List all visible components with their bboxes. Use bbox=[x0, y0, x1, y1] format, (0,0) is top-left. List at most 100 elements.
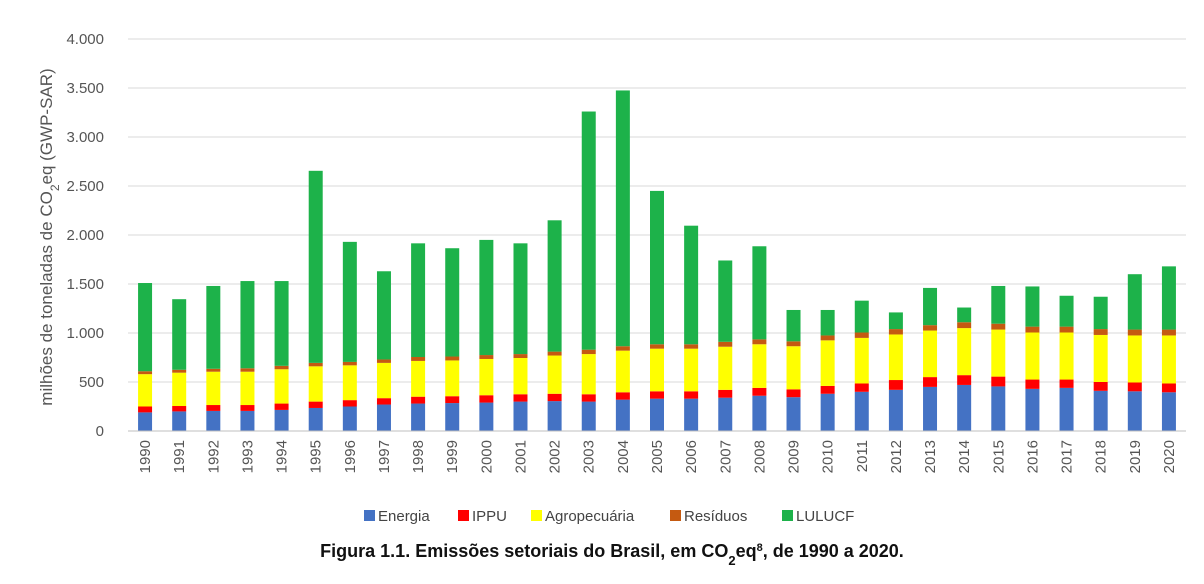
bar-ippu bbox=[923, 377, 938, 387]
y-tick-label: 2.000 bbox=[66, 227, 104, 244]
bar-residuos bbox=[1161, 329, 1176, 336]
bar-lulucf bbox=[1025, 286, 1040, 327]
bar-residuos bbox=[650, 344, 664, 349]
bar-lulucf bbox=[547, 220, 562, 352]
bar-residuos bbox=[923, 325, 938, 331]
bar-energia bbox=[650, 398, 664, 431]
x-tick-label: 2018 bbox=[1093, 440, 1110, 473]
x-tick-label: 1992 bbox=[205, 440, 222, 473]
legend-swatch-agropecuaria bbox=[531, 510, 542, 521]
bar-agropecuaria bbox=[786, 346, 801, 390]
bar-agropecuaria bbox=[342, 365, 357, 401]
legend-label-residuos: Resíduos bbox=[684, 508, 747, 525]
bar-energia bbox=[1161, 392, 1176, 431]
bar-ippu bbox=[957, 375, 972, 385]
bar-ippu bbox=[172, 406, 187, 412]
bar-lulucf bbox=[240, 281, 255, 369]
bar-residuos bbox=[615, 346, 630, 351]
legend-swatch-energia bbox=[364, 510, 375, 521]
bar-residuos bbox=[411, 357, 426, 361]
bar-residuos bbox=[1093, 329, 1108, 335]
bar-energia bbox=[479, 402, 494, 431]
bars bbox=[138, 90, 1176, 431]
bar-residuos bbox=[138, 371, 153, 375]
bar-energia bbox=[274, 409, 289, 431]
legend-swatch-lulucf bbox=[782, 510, 793, 521]
x-tick-label: 2011 bbox=[854, 440, 871, 472]
x-tick-label: 2016 bbox=[1024, 440, 1041, 473]
bar-residuos bbox=[274, 365, 289, 370]
y-tick-label: 4.000 bbox=[66, 31, 104, 48]
bar-agropecuaria bbox=[888, 334, 903, 381]
bar-residuos bbox=[854, 332, 869, 338]
bar-agropecuaria bbox=[206, 371, 221, 406]
bar-agropecuaria bbox=[923, 330, 938, 378]
bar-ippu bbox=[547, 393, 562, 402]
y-tick-label: 2.500 bbox=[66, 178, 104, 195]
bar-energia bbox=[138, 412, 153, 431]
bar-residuos bbox=[1127, 329, 1142, 336]
x-tick-label: 2014 bbox=[956, 440, 973, 473]
bar-energia bbox=[820, 393, 835, 431]
bar-ippu bbox=[615, 392, 630, 400]
bar-residuos bbox=[479, 355, 494, 359]
bar-lulucf bbox=[445, 248, 460, 357]
figure-caption: Figura 1.1. Emissões setoriais do Brasil… bbox=[320, 541, 904, 568]
bar-residuos bbox=[752, 339, 767, 345]
bar-agropecuaria bbox=[411, 360, 426, 397]
bar-energia bbox=[445, 403, 460, 431]
x-tick-label: 2004 bbox=[615, 440, 632, 473]
bar-agropecuaria bbox=[172, 372, 187, 407]
caption-superscript: 8 bbox=[757, 542, 763, 554]
bar-lulucf bbox=[957, 307, 972, 323]
x-tick-label: 2015 bbox=[990, 440, 1007, 473]
bar-ippu bbox=[411, 396, 426, 404]
bar-agropecuaria bbox=[513, 357, 528, 395]
bar-ippu bbox=[991, 376, 1006, 387]
bar-agropecuaria bbox=[820, 340, 835, 386]
x-tick-label: 1996 bbox=[342, 440, 359, 473]
y-tick-label: 0 bbox=[96, 423, 104, 440]
bar-agropecuaria bbox=[240, 371, 255, 406]
bar-lulucf bbox=[411, 243, 426, 358]
bar-lulucf bbox=[820, 309, 835, 336]
bar-agropecuaria bbox=[1161, 335, 1176, 384]
bar-ippu bbox=[1093, 382, 1108, 391]
legend-label-ippu: IPPU bbox=[472, 508, 507, 525]
bar-ippu bbox=[376, 398, 391, 405]
bar-agropecuaria bbox=[479, 358, 494, 396]
bar-agropecuaria bbox=[752, 344, 767, 388]
bar-lulucf bbox=[1127, 274, 1142, 330]
bar-agropecuaria bbox=[991, 329, 1006, 377]
bar-energia bbox=[513, 401, 528, 431]
bar-residuos bbox=[718, 341, 733, 347]
bar-ippu bbox=[1059, 379, 1074, 388]
bar-ippu bbox=[854, 383, 869, 392]
legend-swatch-residuos bbox=[670, 510, 681, 521]
x-tick-label: 1990 bbox=[137, 440, 154, 473]
bar-agropecuaria bbox=[1093, 334, 1108, 382]
x-tick-label: 1991 bbox=[171, 440, 188, 473]
bar-ippu bbox=[240, 405, 255, 411]
x-tick-label: 1994 bbox=[274, 440, 291, 473]
bar-residuos bbox=[820, 335, 835, 341]
x-tick-label: 2003 bbox=[581, 440, 598, 473]
x-tick-label: 2010 bbox=[820, 440, 837, 473]
bar-energia bbox=[615, 399, 630, 431]
bar-ippu bbox=[684, 391, 699, 399]
bar-ippu bbox=[342, 400, 357, 407]
y-tick-label: 1.500 bbox=[66, 276, 104, 293]
bar-ippu bbox=[718, 389, 733, 398]
legend-label-agropecuaria: Agropecuária bbox=[545, 508, 635, 525]
bar-energia bbox=[854, 391, 869, 431]
bar-residuos bbox=[957, 322, 972, 329]
bar-lulucf bbox=[308, 170, 323, 363]
bar-residuos bbox=[376, 359, 391, 363]
bar-energia bbox=[172, 411, 187, 431]
bar-energia bbox=[342, 406, 357, 431]
bar-energia bbox=[206, 410, 221, 431]
bar-ippu bbox=[513, 394, 528, 402]
bar-residuos bbox=[1025, 326, 1040, 333]
bar-residuos bbox=[684, 344, 699, 349]
legend-swatch-ippu bbox=[458, 510, 469, 521]
